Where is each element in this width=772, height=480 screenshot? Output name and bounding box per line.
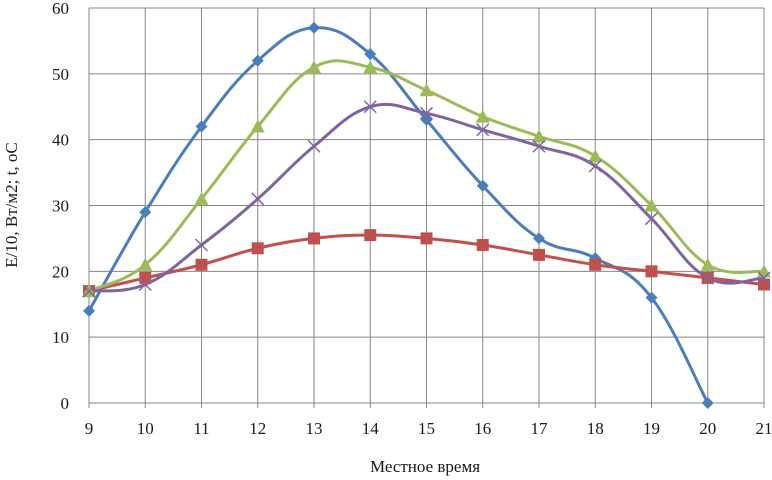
y-tick-label: 50 [52, 65, 69, 84]
data-point-series-3 [250, 119, 265, 133]
data-point-series-2 [364, 229, 377, 242]
x-tick-label: 19 [643, 419, 660, 438]
data-point-series-3 [588, 149, 603, 163]
y-tick-label: 10 [52, 328, 69, 347]
data-point-series-2 [758, 278, 770, 291]
data-point-series-4 [476, 123, 490, 137]
data-point-series-1 [195, 120, 208, 133]
x-tick-label: 16 [474, 419, 491, 438]
data-point-series-2 [645, 265, 658, 278]
tick-labels: 0 10 20 30 40 50 60 9 10 11 12 13 14 15 16 17 18 19 20 21 [52, 0, 772, 438]
x-tick-label: 15 [418, 419, 435, 438]
data-point-series-4 [701, 271, 715, 285]
x-tick-label: 13 [306, 419, 323, 438]
grid-lines [88, 7, 765, 404]
data-point-series-1 [645, 291, 658, 304]
series-line-1 [87, 26, 710, 405]
x-tick-label: 21 [756, 419, 772, 438]
x-tick-label: 14 [362, 419, 380, 438]
data-point-series-3 [194, 191, 209, 205]
data-point-series-4 [419, 106, 434, 120]
data-point-series-3 [138, 257, 153, 271]
series-markers [82, 21, 771, 409]
data-point-series-4 [194, 238, 209, 252]
x-axis-title: Местное время [370, 457, 480, 476]
x-tick-label: 17 [531, 419, 549, 438]
data-point-series-3 [532, 129, 546, 143]
y-tick-label: 0 [61, 394, 70, 413]
data-point-series-1 [308, 21, 320, 34]
data-point-series-4 [82, 284, 96, 298]
data-point-series-4 [757, 271, 771, 285]
y-tick-label: 30 [52, 197, 69, 216]
x-tick-label: 10 [137, 419, 154, 438]
data-point-series-1 [533, 232, 545, 245]
y-tick-label: 20 [52, 262, 69, 281]
data-point-series-1 [701, 397, 714, 409]
data-point-series-4 [532, 139, 546, 153]
data-point-series-2 [420, 232, 433, 245]
data-point-series-2 [139, 271, 152, 284]
y-axis-title: E/10, Вт/м2; t, oC [2, 142, 21, 267]
data-point-series-4 [644, 212, 659, 226]
data-point-series-3 [419, 83, 434, 97]
y-tick-label: 60 [52, 0, 69, 18]
x-tick-label: 11 [193, 419, 209, 438]
x-tick-label: 20 [699, 419, 716, 438]
data-point-series-4 [138, 277, 152, 292]
data-point-series-2 [476, 239, 489, 251]
data-point-series-2 [533, 248, 545, 261]
x-tick-label: 18 [587, 419, 604, 438]
data-point-series-1 [139, 206, 152, 219]
data-point-series-1 [83, 304, 95, 317]
x-tick-label: 9 [85, 419, 94, 438]
data-point-series-3 [307, 60, 321, 74]
x-tick-label: 12 [249, 419, 266, 438]
data-point-series-3 [700, 257, 715, 271]
data-point-series-4 [307, 139, 321, 153]
data-point-series-4 [363, 100, 377, 114]
data-point-series-2 [251, 242, 264, 255]
data-point-series-2 [195, 258, 208, 271]
y-tick-label: 40 [52, 131, 69, 150]
data-point-series-1 [251, 54, 264, 67]
data-point-series-4 [251, 192, 265, 206]
data-point-series-1 [364, 48, 377, 61]
data-point-series-3 [363, 60, 378, 74]
axes [88, 8, 765, 408]
data-point-series-3 [475, 109, 490, 123]
data-point-series-1 [476, 179, 489, 192]
data-point-series-2 [308, 232, 320, 245]
data-point-series-3 [644, 198, 659, 212]
data-point-series-4 [588, 159, 602, 173]
data-point-series-2 [589, 258, 602, 271]
